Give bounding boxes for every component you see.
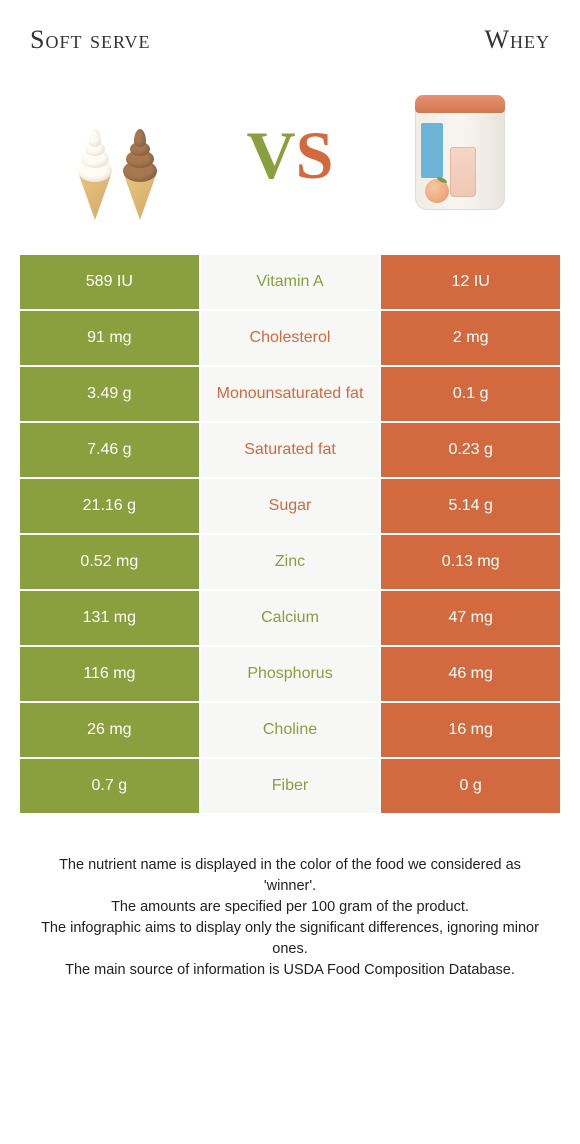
left-value: 91 mg (20, 311, 201, 367)
table-row: 131 mgCalcium47 mg (20, 591, 560, 647)
nutrient-name: Saturated fat (201, 423, 382, 479)
right-value: 47 mg (381, 591, 560, 647)
nutrient-name: Monounsaturated fat (201, 367, 382, 423)
right-food-title: Whey (290, 25, 550, 55)
right-value: 0.13 mg (381, 535, 560, 591)
table-row: 116 mgPhosphorus46 mg (20, 647, 560, 703)
nutrient-name: Sugar (201, 479, 382, 535)
vs-label: VS (247, 116, 334, 195)
nutrient-name: Fiber (201, 759, 382, 815)
left-value: 26 mg (20, 703, 201, 759)
left-value: 0.7 g (20, 759, 201, 815)
footer-line: The nutrient name is displayed in the co… (35, 855, 545, 897)
left-value: 3.49 g (20, 367, 201, 423)
table-row: 589 IUVitamin A12 IU (20, 255, 560, 311)
table-row: 0.52 mgZinc0.13 mg (20, 535, 560, 591)
comparison-table: 589 IUVitamin A12 IU91 mgCholesterol2 mg… (20, 255, 560, 815)
right-value: 0.23 g (381, 423, 560, 479)
right-value: 0.1 g (381, 367, 560, 423)
whey-icon (390, 80, 530, 230)
footer-line: The amounts are specified per 100 gram o… (35, 897, 545, 918)
right-value: 0 g (381, 759, 560, 815)
left-value: 116 mg (20, 647, 201, 703)
hero-row: VS (0, 65, 580, 255)
nutrient-name: Cholesterol (201, 311, 382, 367)
title-row: Soft serve Whey (0, 0, 580, 65)
table-row: 91 mgCholesterol2 mg (20, 311, 560, 367)
right-value: 16 mg (381, 703, 560, 759)
footer-line: The infographic aims to display only the… (35, 918, 545, 960)
nutrient-name: Vitamin A (201, 255, 382, 311)
nutrient-name: Phosphorus (201, 647, 382, 703)
left-food-title: Soft serve (30, 25, 290, 55)
table-row: 26 mgCholine16 mg (20, 703, 560, 759)
right-value: 12 IU (381, 255, 560, 311)
soft-serve-icon (50, 80, 190, 230)
table-row: 21.16 gSugar5.14 g (20, 479, 560, 535)
left-value: 21.16 g (20, 479, 201, 535)
left-value: 0.52 mg (20, 535, 201, 591)
nutrient-name: Zinc (201, 535, 382, 591)
table-row: 0.7 gFiber0 g (20, 759, 560, 815)
footer-line: The main source of information is USDA F… (35, 960, 545, 981)
right-value: 46 mg (381, 647, 560, 703)
footer-notes: The nutrient name is displayed in the co… (0, 815, 580, 981)
left-value: 7.46 g (20, 423, 201, 479)
left-value: 589 IU (20, 255, 201, 311)
left-value: 131 mg (20, 591, 201, 647)
nutrient-name: Calcium (201, 591, 382, 647)
table-row: 7.46 gSaturated fat0.23 g (20, 423, 560, 479)
right-value: 5.14 g (381, 479, 560, 535)
nutrient-name: Choline (201, 703, 382, 759)
table-row: 3.49 gMonounsaturated fat0.1 g (20, 367, 560, 423)
right-value: 2 mg (381, 311, 560, 367)
